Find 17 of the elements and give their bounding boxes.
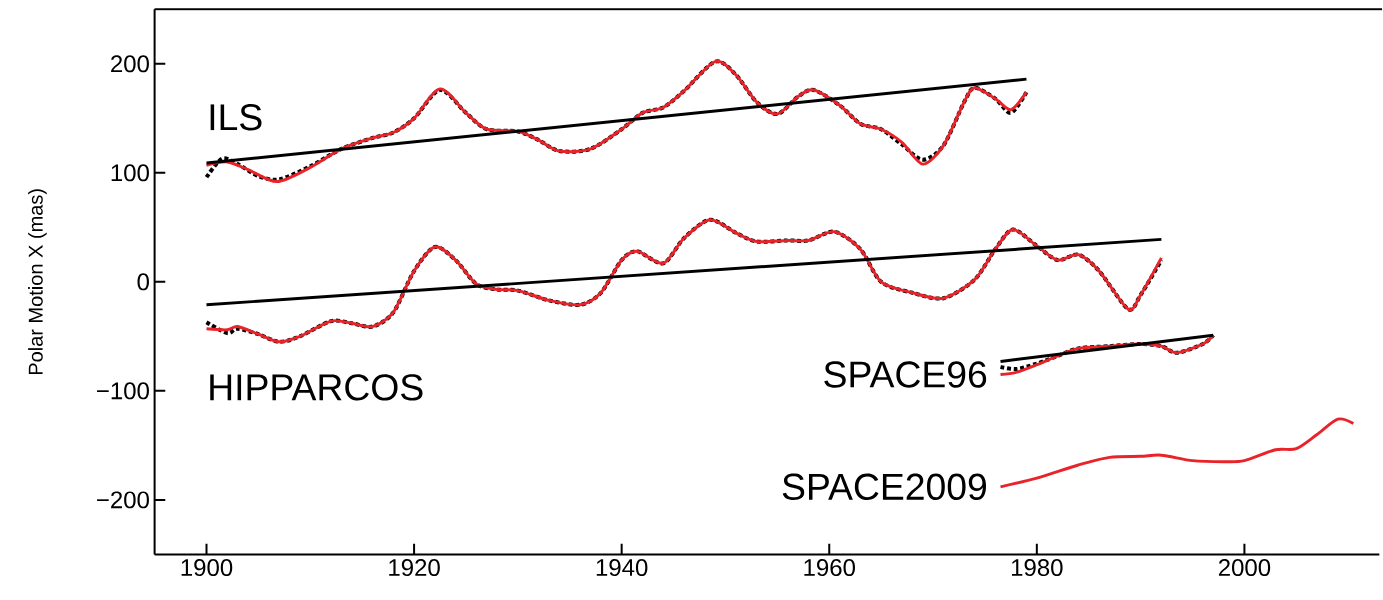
x-tick-label: 1940 [596, 559, 648, 577]
y-tick-label: −200 [97, 491, 149, 509]
x-tick-label: 1960 [804, 559, 855, 577]
y-tick-label: 200 [111, 55, 149, 73]
series-label: ILS [210, 104, 262, 131]
line-series [999, 417, 1355, 489]
y-tick-label: 0 [137, 273, 149, 291]
series-label: SPACE96 [824, 361, 987, 388]
y-tick-label: −100 [97, 382, 149, 400]
x-tick-label: 2000 [1218, 559, 1271, 577]
x-tick-label: 1980 [1011, 559, 1063, 577]
y-tick-label: 100 [111, 164, 149, 182]
y-axis-title: Polar Motion X (mas) [28, 189, 47, 375]
series-label: SPACE2009 [782, 473, 987, 501]
series-label: HIPPARCOS [210, 374, 423, 401]
x-tick-label: 1920 [389, 559, 440, 577]
x-tick-label: 1900 [181, 559, 233, 577]
